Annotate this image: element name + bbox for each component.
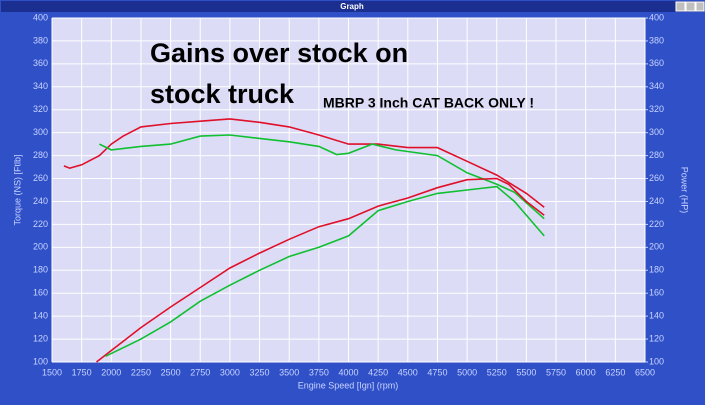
y2-tick-label: 180 [649, 265, 664, 275]
y-tick-label: 220 [33, 219, 48, 229]
y2-tick-label: 220 [649, 219, 664, 229]
minimize-button[interactable] [675, 1, 686, 12]
title-bar [1, 1, 704, 12]
y-tick-label: 100 [33, 356, 48, 366]
x-tick-label: 6000 [576, 367, 596, 377]
y-tick-label: 240 [33, 196, 48, 206]
y2-tick-label: 140 [649, 311, 664, 321]
x-tick-label: 2250 [131, 367, 151, 377]
annotation: Gains over stock on [150, 38, 408, 68]
y-tick-label: 120 [33, 333, 48, 343]
maximize-button[interactable] [685, 1, 696, 12]
x-tick-label: 3250 [250, 367, 270, 377]
y2-axis-label: Power (HP) [680, 167, 690, 214]
x-tick-label: 5750 [546, 367, 566, 377]
x-axis-label: Engine Speed [Ign] (rpm) [298, 380, 399, 390]
x-tick-label: 6250 [605, 367, 625, 377]
x-tick-label: 2500 [161, 367, 181, 377]
y-tick-label: 300 [33, 127, 48, 137]
y-tick-label: 200 [33, 242, 48, 252]
x-tick-label: 5500 [516, 367, 536, 377]
y2-tick-label: 280 [649, 150, 664, 160]
y2-tick-label: 240 [649, 196, 664, 206]
x-tick-label: 4250 [368, 367, 388, 377]
y-axis-label: Torque (NS) [Ftlb] [12, 154, 22, 225]
x-tick-label: 4750 [427, 367, 447, 377]
x-tick-label: 1750 [72, 367, 92, 377]
x-tick-label: 4000 [338, 367, 358, 377]
data-line [105, 185, 545, 358]
data-line [99, 134, 545, 220]
y-tick-label: 280 [33, 150, 48, 160]
x-tick-label: 1500 [42, 367, 62, 377]
x-tick-label: 5000 [457, 367, 477, 377]
annotation: MBRP 3 Inch CAT BACK ONLY ! [323, 95, 534, 111]
y2-tick-label: 320 [649, 104, 664, 114]
y-tick-label: 400 [33, 12, 48, 22]
annotation: stock truck [150, 79, 295, 109]
x-tick-label: 2000 [101, 367, 121, 377]
y2-tick-label: 260 [649, 173, 664, 183]
y2-tick-label: 300 [649, 127, 664, 137]
x-tick-label: 3500 [279, 367, 299, 377]
y-tick-label: 320 [33, 104, 48, 114]
x-tick-label: 2750 [190, 367, 210, 377]
x-tick-label: 6500 [635, 367, 655, 377]
y2-tick-label: 400 [649, 12, 664, 22]
x-tick-label: 3750 [309, 367, 329, 377]
y-tick-label: 340 [33, 81, 48, 91]
y-tick-label: 140 [33, 311, 48, 321]
y-tick-label: 380 [33, 35, 48, 45]
x-tick-label: 4500 [398, 367, 418, 377]
y2-tick-label: 120 [649, 333, 664, 343]
x-tick-label: 3000 [220, 367, 240, 377]
close-button[interactable] [695, 1, 705, 12]
y2-tick-label: 360 [649, 58, 664, 68]
y-tick-label: 360 [33, 58, 48, 68]
y-tick-label: 160 [33, 288, 48, 298]
y2-tick-label: 100 [649, 356, 664, 366]
y-tick-label: 180 [33, 265, 48, 275]
y2-tick-label: 340 [649, 81, 664, 91]
data-line [63, 118, 545, 208]
y-tick-label: 260 [33, 173, 48, 183]
x-tick-label: 5250 [487, 367, 507, 377]
y2-tick-label: 200 [649, 242, 664, 252]
data-line [96, 177, 545, 363]
y2-tick-label: 380 [649, 35, 664, 45]
window-title: Graph [340, 2, 364, 11]
y2-tick-label: 160 [649, 288, 664, 298]
